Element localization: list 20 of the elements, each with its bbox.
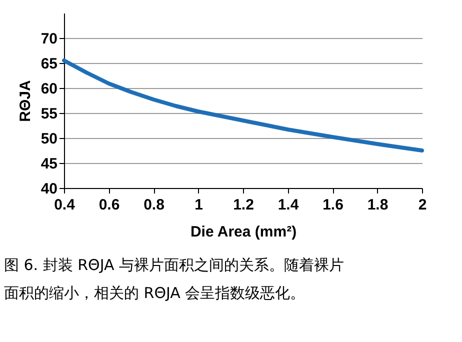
y-tick-label: 70 xyxy=(40,30,58,48)
y-tick-label: 65 xyxy=(40,56,58,72)
x-tick-label: 0.6 xyxy=(98,196,120,214)
line-series xyxy=(62,58,424,152)
y-tick-label: 40 xyxy=(40,180,58,198)
y-tick-label: 55 xyxy=(40,106,58,122)
x-tick-label: 1 xyxy=(194,196,203,214)
x-tick-label: 1.6 xyxy=(322,196,344,214)
y-axis-title: RΘJA xyxy=(16,80,34,122)
x-axis-title: Die Area (mm²) xyxy=(190,224,297,240)
caption: 图 6. 封装 RΘJA 与裸片面积之间的关系。随着裸片面积的缩小，相关的 RΘJA 会呈指数级恶化。 xyxy=(4,256,344,302)
x-tick-label: 1.8 xyxy=(367,196,388,214)
x-tick-label: 0.4 xyxy=(54,196,76,214)
x-tick-label: 0.8 xyxy=(144,196,164,214)
x-tick-label: 1.2 xyxy=(233,196,254,214)
x-tick-label: 2 xyxy=(418,196,427,214)
y-tick-label: 60 xyxy=(40,80,58,98)
x-tick-label: 1.4 xyxy=(278,196,300,214)
y-tick-label: 50 xyxy=(40,130,58,148)
y-tick-label: 45 xyxy=(40,156,58,172)
